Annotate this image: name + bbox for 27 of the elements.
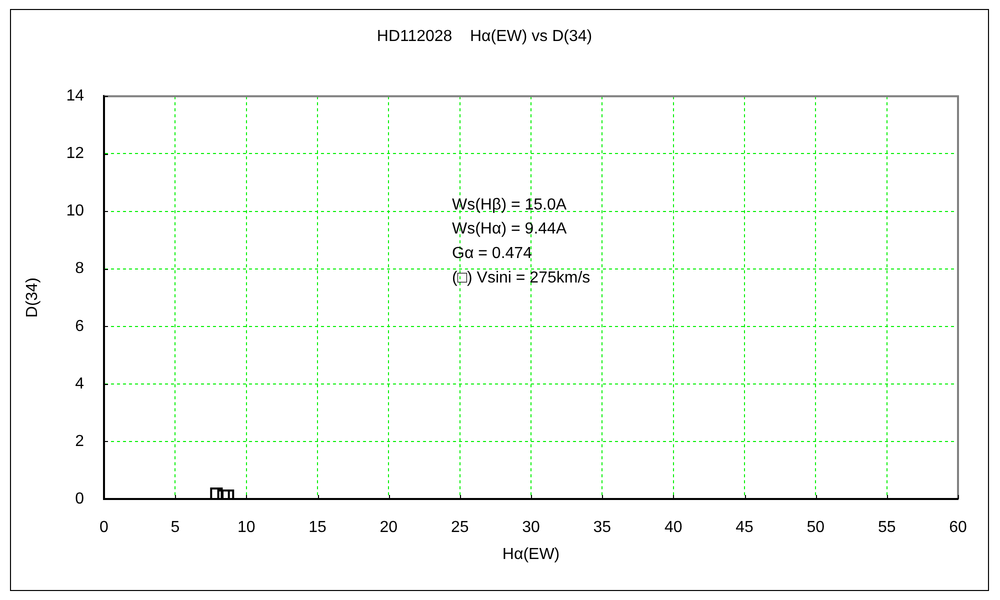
- annotation: Ws(Hα) = 9.44A: [452, 220, 567, 238]
- annotation: Gα = 0.474: [452, 244, 532, 262]
- x-tick-label: 60: [949, 519, 967, 536]
- x-tick-label: 40: [664, 519, 682, 536]
- x-tick-label: 45: [736, 519, 754, 536]
- x-tick-label: 25: [450, 519, 469, 536]
- y-tick-label: 2: [75, 432, 84, 450]
- y-tick-label: 12: [66, 145, 84, 162]
- x-tick-label: 15: [308, 519, 326, 536]
- chart-title: HD112028 Hα(EW) vs D(34): [376, 28, 592, 46]
- y-tick-label: 8: [75, 260, 84, 278]
- annotation: (□) Vsini = 275km/s: [452, 269, 590, 286]
- x-tick-label: 30: [522, 519, 540, 536]
- y-axis-title: D(34): [24, 278, 42, 318]
- y-tick-label: 10: [66, 202, 84, 220]
- y-tick-label: 4: [75, 375, 84, 392]
- y-tick-label: 6: [75, 318, 84, 335]
- x-tick-label: 10: [237, 519, 256, 536]
- y-tick-label: 0: [75, 490, 84, 508]
- x-tick-label: 35: [593, 519, 612, 536]
- x-tick-label: 55: [878, 519, 896, 536]
- x-tick-label: 50: [806, 519, 825, 536]
- y-tick-label: 14: [66, 88, 84, 105]
- x-tick-label: 20: [380, 519, 398, 536]
- x-tick-label: 0: [100, 519, 109, 536]
- x-tick-label: 5: [170, 519, 180, 536]
- annotation: Ws(Hβ) = 15.0A: [452, 196, 567, 214]
